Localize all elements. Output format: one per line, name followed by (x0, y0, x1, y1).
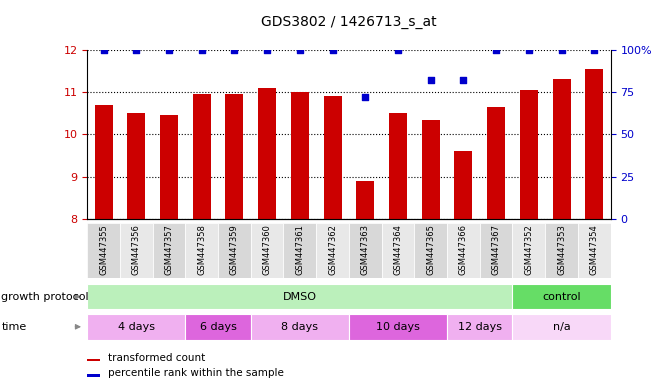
Bar (251, 223, 283, 278)
Bar (447, 223, 480, 278)
Text: GSM447354: GSM447354 (590, 224, 599, 275)
Point (589, 47, 600, 53)
Bar (382, 223, 414, 278)
Text: GSM447357: GSM447357 (164, 224, 174, 275)
Text: 10 days: 10 days (376, 322, 420, 332)
Bar (193, 94, 211, 219)
Text: growth protocol: growth protocol (1, 291, 89, 302)
Text: GSM447364: GSM447364 (393, 224, 403, 275)
Bar (421, 120, 440, 219)
Text: GSM447359: GSM447359 (230, 224, 239, 275)
Point (556, 47, 567, 53)
Bar (454, 151, 472, 219)
Text: GSM447365: GSM447365 (426, 224, 435, 275)
Bar (552, 79, 570, 219)
Point (523, 47, 534, 53)
Bar (283, 223, 316, 278)
Bar (349, 314, 447, 340)
Bar (414, 223, 447, 278)
Text: GDS3802 / 1426713_s_at: GDS3802 / 1426713_s_at (261, 15, 437, 29)
Bar (185, 223, 218, 278)
Text: GSM447362: GSM447362 (328, 224, 337, 275)
Bar (87, 223, 120, 278)
Text: 12 days: 12 days (458, 322, 502, 332)
Text: 6 days: 6 days (200, 322, 236, 332)
Bar (323, 96, 342, 219)
Text: GSM447363: GSM447363 (361, 224, 370, 275)
Bar (480, 223, 513, 278)
Bar (513, 314, 611, 340)
Bar (513, 284, 611, 309)
Text: control: control (542, 291, 581, 302)
Point (164, 47, 174, 53)
Bar (356, 181, 374, 219)
Point (295, 47, 305, 53)
Bar (349, 223, 382, 278)
Point (458, 77, 469, 83)
Text: GSM447360: GSM447360 (262, 224, 272, 275)
Bar (251, 314, 349, 340)
Text: GSM447367: GSM447367 (492, 224, 501, 275)
Bar (316, 223, 349, 278)
Bar (87, 359, 101, 361)
Point (229, 47, 240, 53)
Text: n/a: n/a (553, 322, 570, 332)
Bar (87, 284, 513, 309)
Bar (545, 223, 578, 278)
Bar (513, 223, 545, 278)
Point (262, 47, 272, 53)
Bar (218, 223, 251, 278)
Bar (520, 90, 538, 219)
Point (131, 47, 142, 53)
Text: GSM447358: GSM447358 (197, 224, 206, 275)
Bar (585, 69, 603, 219)
Text: percentile rank within the sample: percentile rank within the sample (108, 368, 284, 378)
Bar (160, 116, 178, 219)
Bar (185, 314, 251, 340)
Text: GSM447353: GSM447353 (557, 224, 566, 275)
Bar (389, 113, 407, 219)
Text: GSM447356: GSM447356 (132, 224, 141, 275)
Bar (87, 314, 185, 340)
Text: GSM447361: GSM447361 (295, 224, 305, 275)
Bar (258, 88, 276, 219)
Point (197, 47, 207, 53)
Bar (95, 105, 113, 219)
Bar (120, 223, 153, 278)
Bar (127, 113, 146, 219)
Point (327, 47, 338, 53)
Point (491, 47, 501, 53)
Bar (291, 92, 309, 219)
Point (425, 77, 436, 83)
Text: GSM447352: GSM447352 (524, 224, 533, 275)
Bar (153, 223, 185, 278)
Text: DMSO: DMSO (283, 291, 317, 302)
Bar (87, 374, 101, 377)
Point (360, 94, 370, 100)
Text: time: time (1, 322, 27, 332)
Bar (487, 107, 505, 219)
Text: 4 days: 4 days (118, 322, 155, 332)
Point (98, 47, 109, 53)
Bar (578, 223, 611, 278)
Bar (447, 314, 513, 340)
Text: transformed count: transformed count (108, 353, 205, 363)
Bar (225, 94, 244, 219)
Text: GSM447366: GSM447366 (459, 224, 468, 275)
Point (393, 47, 403, 53)
Text: GSM447355: GSM447355 (99, 224, 108, 275)
Text: 8 days: 8 days (281, 322, 318, 332)
